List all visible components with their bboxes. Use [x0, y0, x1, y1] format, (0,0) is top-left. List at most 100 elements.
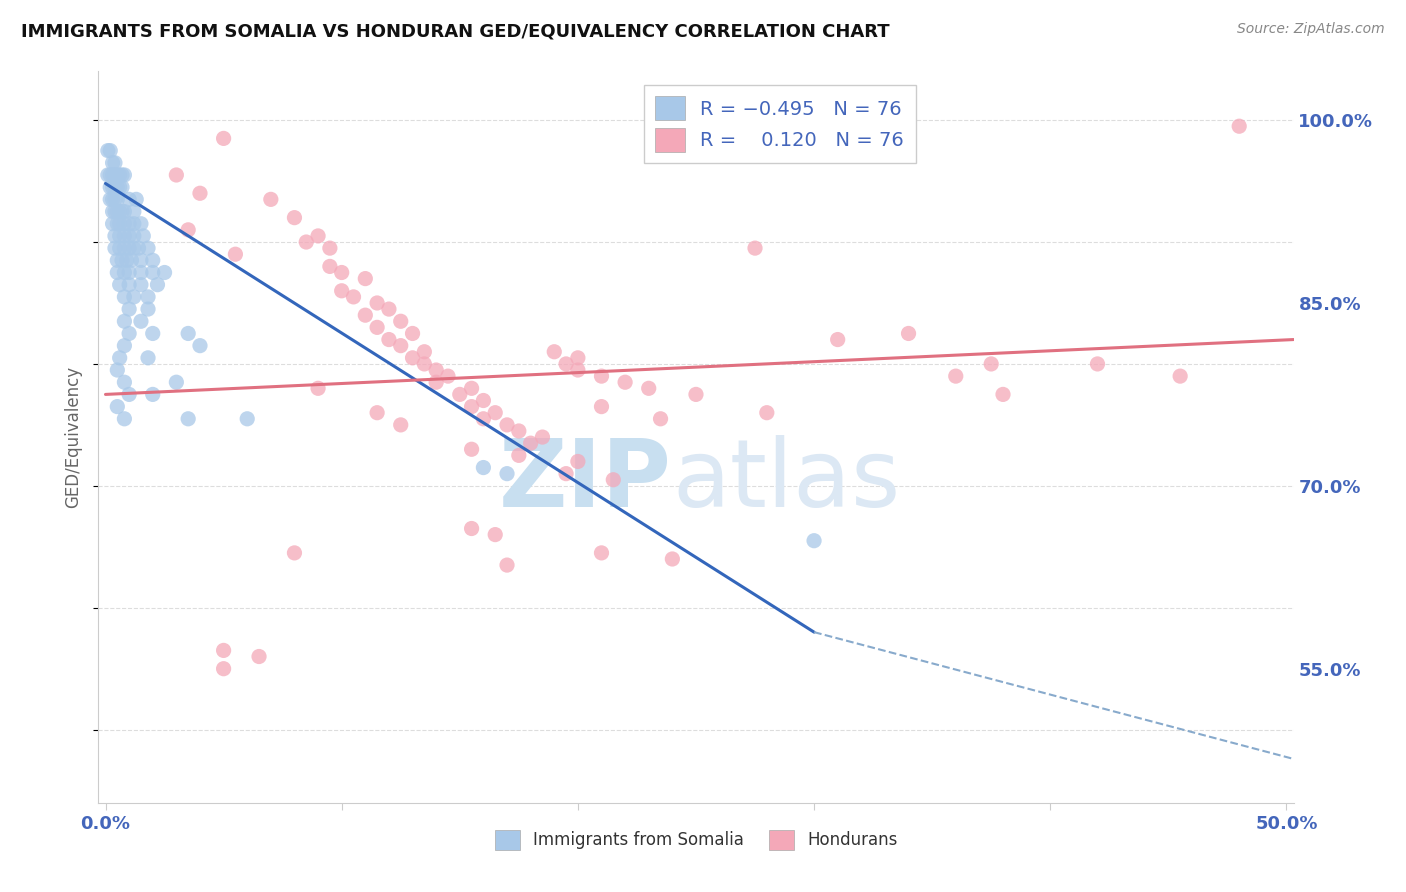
Point [496, 417, 519, 432]
Point [661, 552, 683, 566]
Point [101, 204, 124, 219]
Point [129, 314, 152, 328]
Point [260, 192, 283, 206]
Point [129, 253, 152, 268]
Point [543, 344, 565, 359]
Point [105, 253, 128, 268]
Point [121, 253, 143, 268]
Point [111, 204, 134, 219]
Point [319, 241, 342, 255]
Point [146, 277, 169, 292]
Point [136, 290, 159, 304]
Point [366, 406, 388, 420]
Y-axis label: GED/Equivalency: GED/Equivalency [65, 366, 83, 508]
Point [897, 326, 920, 341]
Point [108, 351, 131, 365]
Text: Source: ZipAtlas.com: Source: ZipAtlas.com [1237, 22, 1385, 37]
Point [177, 223, 200, 237]
Point [378, 333, 401, 347]
Point [413, 344, 436, 359]
Point [129, 277, 152, 292]
Point [827, 333, 849, 347]
Point [354, 271, 377, 285]
Point [112, 228, 135, 243]
Point [177, 412, 200, 426]
Point [128, 241, 150, 255]
Point [980, 357, 1002, 371]
Point [389, 339, 412, 353]
Point [555, 467, 578, 481]
Point [108, 180, 131, 194]
Point [98, 192, 121, 206]
Point [118, 326, 141, 341]
Point [112, 314, 135, 328]
Point [108, 277, 131, 292]
Point [1168, 369, 1191, 384]
Text: IMMIGRANTS FROM SOMALIA VS HONDURAN GED/EQUIVALENCY CORRELATION CHART: IMMIGRANTS FROM SOMALIA VS HONDURAN GED/… [21, 22, 890, 40]
Point [188, 339, 211, 353]
Point [98, 144, 121, 158]
Point [122, 228, 145, 243]
Point [112, 217, 135, 231]
Point [112, 376, 135, 390]
Point [132, 228, 155, 243]
Point [111, 180, 134, 194]
Text: atlas: atlas [672, 435, 900, 527]
Point [104, 155, 127, 169]
Point [472, 393, 495, 408]
Point [330, 265, 353, 279]
Point [460, 400, 482, 414]
Point [105, 400, 128, 414]
Point [118, 217, 141, 231]
Point [283, 546, 305, 560]
Point [567, 363, 589, 377]
Point [104, 241, 127, 255]
Point [165, 376, 187, 390]
Point [484, 406, 506, 420]
Legend: Immigrants from Somalia, Hondurans: Immigrants from Somalia, Hondurans [488, 823, 904, 856]
Point [354, 308, 377, 322]
Point [425, 376, 447, 390]
Point [531, 430, 554, 444]
Point [366, 320, 388, 334]
Point [472, 412, 495, 426]
Point [101, 180, 124, 194]
Point [118, 228, 141, 243]
Point [108, 204, 131, 219]
Point [519, 436, 541, 450]
Point [460, 521, 482, 535]
Point [401, 326, 423, 341]
Point [177, 326, 200, 341]
Point [105, 180, 128, 194]
Point [105, 168, 128, 182]
Point [122, 204, 145, 219]
Point [401, 351, 423, 365]
Point [295, 235, 318, 249]
Point [744, 241, 766, 255]
Point [104, 204, 127, 219]
Point [496, 467, 519, 481]
Point [685, 387, 707, 401]
Point [101, 155, 124, 169]
Point [236, 412, 259, 426]
Point [105, 204, 128, 219]
Point [449, 387, 471, 401]
Point [129, 217, 152, 231]
Point [602, 473, 624, 487]
Point [101, 192, 124, 206]
Point [125, 192, 148, 206]
Point [591, 546, 613, 560]
Point [591, 400, 613, 414]
Point [111, 168, 134, 182]
Point [283, 211, 305, 225]
Point [115, 253, 138, 268]
Point [555, 357, 578, 371]
Point [637, 381, 659, 395]
Point [98, 180, 121, 194]
Point [118, 301, 141, 317]
Point [136, 241, 159, 255]
Point [118, 387, 141, 401]
Point [112, 168, 135, 182]
Point [508, 449, 530, 463]
Point [425, 363, 447, 377]
